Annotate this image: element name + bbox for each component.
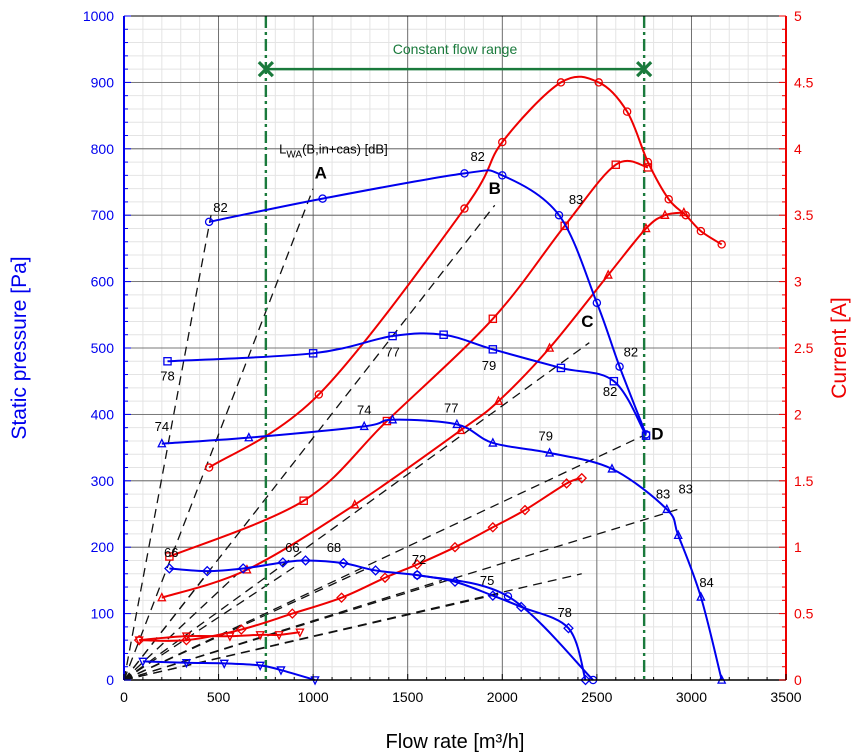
- db-label: 68: [327, 540, 341, 555]
- db-label: 83: [679, 481, 693, 496]
- right-tick-label: 3: [794, 274, 802, 290]
- right-tick-label: 1.5: [794, 473, 814, 489]
- left-tick-label: 800: [91, 141, 115, 157]
- sound-power-annotation: LWA(B,in+cas) [dB]: [279, 141, 388, 160]
- left-tick-label: 1000: [83, 8, 114, 24]
- left-tick-label: 300: [91, 473, 115, 489]
- right-tick-label: 4: [794, 141, 802, 157]
- left-tick-label: 0: [106, 672, 114, 688]
- bottom-tick-label: 1000: [298, 689, 329, 705]
- db-label: 75: [480, 573, 494, 588]
- right-axis-title: Current [A]: [828, 297, 851, 399]
- pressure-curve-3: [162, 420, 722, 680]
- dashed-line: [124, 434, 646, 680]
- pressure-curve-1: [209, 170, 646, 434]
- bottom-tick-label: 500: [207, 689, 231, 705]
- db-label: 66: [285, 540, 299, 555]
- db-label: 79: [482, 358, 496, 373]
- pressure-curve-6: [143, 661, 315, 680]
- system-curve-label-a: A: [315, 164, 327, 183]
- left-axis-title: Static pressure [Pa]: [8, 256, 31, 439]
- db-label: 78: [557, 605, 571, 620]
- db-label: 82: [603, 384, 617, 399]
- bottom-tick-label: 3500: [770, 689, 801, 705]
- system-curve-label-b: B: [489, 179, 501, 198]
- db-label: 74: [155, 419, 169, 434]
- bottom-tick-label: 3000: [676, 689, 707, 705]
- right-tick-label: 3.5: [794, 207, 814, 223]
- left-tick-label: 200: [91, 539, 115, 555]
- db-label: 74: [357, 402, 371, 417]
- left-tick-label: 900: [91, 74, 115, 90]
- db-label: 83: [656, 487, 670, 502]
- right-tick-label: 1: [794, 539, 802, 555]
- db-label: 82: [624, 345, 638, 360]
- dashed-line: [124, 660, 152, 680]
- system-curve-label-d: D: [651, 425, 663, 444]
- right-tick-label: 0.5: [794, 606, 814, 622]
- db-label: 84: [699, 575, 713, 590]
- constant-flow-range-label: Constant flow range: [393, 41, 518, 57]
- bottom-tick-label: 2000: [487, 689, 518, 705]
- right-tick-label: 5: [794, 8, 802, 24]
- left-tick-label: 700: [91, 207, 115, 223]
- system-curve-label-c: C: [581, 312, 593, 331]
- db-label: 77: [385, 345, 399, 360]
- bottom-tick-label: 0: [120, 689, 128, 705]
- db-label: 78: [160, 369, 174, 384]
- dashed-line: [124, 343, 589, 680]
- left-tick-label: 600: [91, 274, 115, 290]
- right-tick-label: 2: [794, 406, 802, 422]
- right-tick-label: 4.5: [794, 74, 814, 90]
- db-label: 79: [539, 428, 553, 443]
- db-label: 77: [444, 400, 458, 415]
- db-label: 72: [412, 552, 426, 567]
- left-tick-label: 400: [91, 406, 115, 422]
- x-axis-title: Flow rate [m³/h]: [386, 731, 525, 753]
- bottom-tick-label: 1500: [392, 689, 423, 705]
- db-label: 66: [164, 545, 178, 560]
- right-tick-label: 2.5: [794, 340, 814, 356]
- right-tick-label: 0: [794, 672, 802, 688]
- db-label: 82: [213, 200, 227, 215]
- db-label: 82: [470, 149, 484, 164]
- left-tick-label: 500: [91, 340, 115, 356]
- dashed-line: [124, 215, 211, 680]
- left-tick-label: 100: [91, 606, 115, 622]
- pressure-curve-4: [169, 560, 585, 680]
- db-label: 83: [569, 192, 583, 207]
- dashed-line: [124, 567, 370, 680]
- bottom-tick-label: 2500: [581, 689, 612, 705]
- pressure-curves: [139, 170, 725, 685]
